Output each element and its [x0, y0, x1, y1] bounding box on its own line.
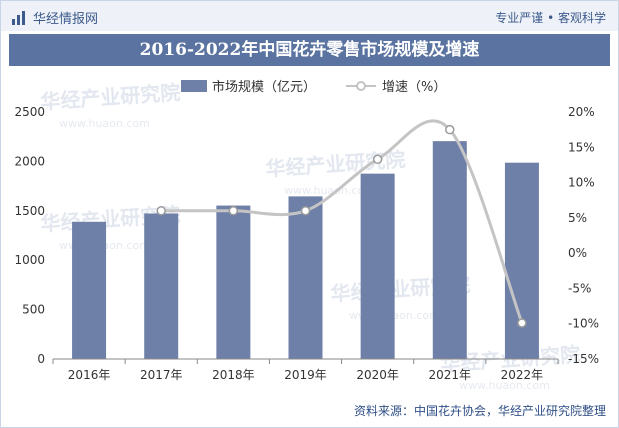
watermark-url: www.huaon.com [284, 184, 375, 197]
slogan: 专业严谨 • 客观科学 [495, 11, 606, 25]
y-right-tick-label: 0% [568, 246, 587, 260]
bar-2 [216, 205, 251, 359]
y-left-tick-label: 500 [22, 303, 45, 317]
y-right-tick-label: 5% [568, 211, 587, 225]
brand: 华经情报网 [11, 8, 98, 27]
x-tick-label: 2021年 [429, 368, 472, 382]
legend-line-marker [356, 81, 366, 91]
x-tick-label: 2020年 [356, 368, 399, 382]
growth-point-6 [517, 318, 527, 328]
bar-6 [504, 162, 539, 359]
y-right-tick-label: 20% [568, 105, 595, 119]
growth-point-1 [156, 206, 166, 216]
brand-name: 华经情报网 [33, 12, 99, 27]
legend-line-label: 增速（%） [382, 80, 446, 95]
bar-1 [144, 213, 179, 359]
chart-title: 2016-2022年中国花卉零售市场规模及增速 [9, 34, 610, 66]
bar-4 [360, 173, 395, 359]
watermark-url: www.huaon.com [59, 117, 150, 130]
growth-point-5 [445, 124, 455, 135]
y-left-tick-label: 1000 [14, 253, 45, 267]
bar-chart-icon [12, 10, 25, 25]
legend-bar-swatch [181, 80, 207, 92]
growth-point-3 [300, 206, 311, 216]
y-right-tick-label: 15% [568, 140, 595, 154]
x-tick-label: 2019年 [284, 368, 327, 382]
x-tick-label: 2022年 [501, 368, 544, 382]
bar-5 [432, 141, 467, 359]
y-right-tick-label: -5% [568, 281, 591, 295]
y-right-tick-label: 10% [568, 176, 595, 190]
legend-bar-label: 市场规模（亿元） [212, 79, 316, 95]
bar-0 [72, 221, 107, 359]
watermark-url: www.huaon.com [459, 379, 550, 392]
y-left-tick-label: 2000 [14, 154, 45, 168]
y-left-tick-label: 2500 [14, 105, 45, 119]
x-tick-label: 2016年 [68, 368, 111, 382]
y-right-tick-label: -10% [568, 317, 599, 331]
x-tick-label: 2017年 [140, 368, 183, 382]
growth-point-2 [228, 206, 239, 216]
y-left-tick-label: 1500 [14, 204, 45, 218]
watermark-text: 华经产业研究院 [40, 80, 181, 114]
source-note: 资料来源：中国花卉协会，华经产业研究院整理 [353, 404, 606, 418]
bar-3 [288, 196, 323, 359]
growth-point-4 [372, 154, 383, 165]
y-right-tick-label: -15% [568, 352, 599, 366]
x-tick-label: 2018年 [212, 368, 255, 382]
y-left-tick-label: 0 [37, 352, 45, 366]
top-bar: 华经情报网 专业严谨 • 客观科学 [1, 1, 618, 31]
